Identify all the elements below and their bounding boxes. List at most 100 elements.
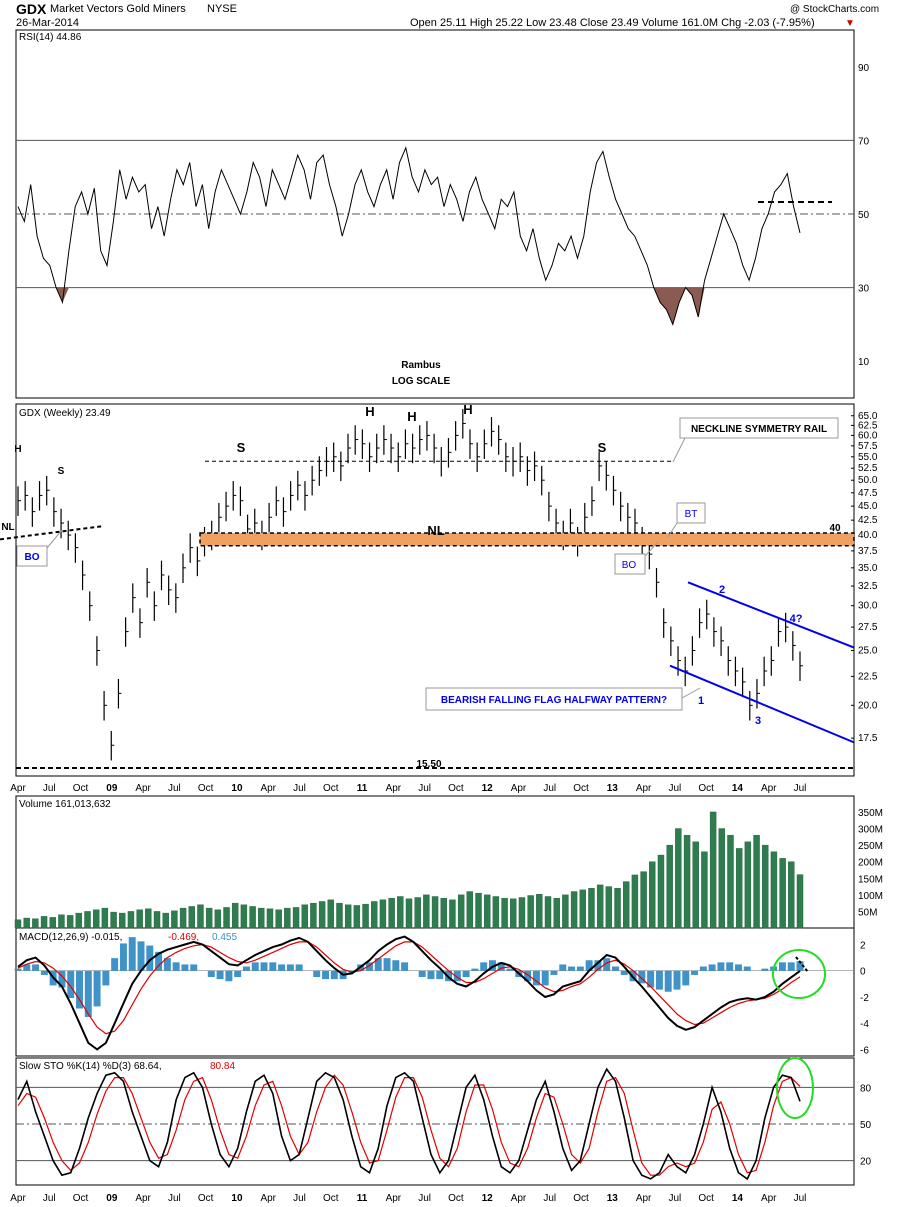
volume-bar xyxy=(657,854,665,929)
label-flag-pattern: BEARISH FALLING FLAG HALFWAY PATTERN? xyxy=(441,695,667,706)
macd-tick-label: 0 xyxy=(860,967,866,978)
macd-histogram-bar xyxy=(32,964,40,971)
volume-bar xyxy=(588,888,595,929)
volume-bar xyxy=(362,903,369,929)
volume-bar xyxy=(788,861,795,929)
volume-bar xyxy=(292,907,300,929)
volume-tick-label: 50M xyxy=(858,907,877,918)
flag-point-3: 3 xyxy=(755,715,761,727)
macd-histogram-bar xyxy=(137,941,145,971)
price-tick-label: 62.5 xyxy=(858,420,878,431)
flag-point-4: 4? xyxy=(790,613,803,625)
macd-histogram-bar xyxy=(480,962,488,971)
macd-histogram-bar xyxy=(726,962,734,971)
volume-bar xyxy=(284,907,291,929)
volume-bar xyxy=(501,897,508,929)
volume-tick-label: 250M xyxy=(858,841,883,852)
volume-bar xyxy=(371,901,378,929)
volume-bar xyxy=(84,911,91,929)
volume-bar xyxy=(466,891,474,929)
volume-bar xyxy=(718,828,726,929)
stochastic-x-tick-label: Jul xyxy=(794,1193,807,1204)
macd-histogram-bar xyxy=(365,962,373,971)
stochastic-x-tick-label: 10 xyxy=(231,1193,243,1204)
label-1550: 15.50 xyxy=(416,759,441,770)
chart-header: GDX Market Vectors Gold Miners NYSE 26-M… xyxy=(0,0,900,30)
macd-histogram-bar xyxy=(655,970,663,990)
macd-histogram-bar xyxy=(295,964,303,971)
price-tick-label: 32.5 xyxy=(858,581,878,592)
volume-bar xyxy=(214,909,222,929)
volume-bar xyxy=(40,916,48,929)
volume-bar xyxy=(58,914,65,929)
stochastic-legend-d: 80.84 xyxy=(210,1061,235,1072)
volume-bar xyxy=(640,871,647,929)
macd-histogram-bar xyxy=(559,964,567,971)
macd-histogram-bar xyxy=(453,970,461,982)
neckline-band xyxy=(199,532,855,547)
volume-bar xyxy=(310,902,317,929)
macd-histogram-bar xyxy=(506,968,514,971)
macd-histogram-bar xyxy=(23,964,31,971)
volume-bar xyxy=(153,911,161,929)
macd-histogram-bar xyxy=(286,964,294,971)
volume-bar xyxy=(770,851,778,929)
symmetry-rail-callout-box xyxy=(679,417,839,439)
price-x-tick-label: 09 xyxy=(106,783,118,794)
volume-bar xyxy=(223,907,230,929)
volume-bar xyxy=(171,910,178,929)
macd-histogram-bar xyxy=(181,964,189,971)
bo-callout-right-box xyxy=(614,553,646,575)
volume-bar xyxy=(596,884,604,929)
stochastic-tick-label: 80 xyxy=(860,1083,872,1094)
volume-bar xyxy=(110,911,117,929)
volume-bar xyxy=(457,894,465,929)
volume-bar xyxy=(232,902,239,929)
macd-histogram-bar xyxy=(383,958,391,971)
volume-tick-label: 100M xyxy=(858,891,883,902)
stochastic-tick-label: 20 xyxy=(860,1157,872,1168)
chart-date: 26-Mar-2014 xyxy=(16,17,79,29)
macd-legend-signal: -0.469, xyxy=(168,932,199,943)
macd-projection-dash xyxy=(795,956,809,973)
bt-callout-pointer xyxy=(667,522,678,538)
volume-bar xyxy=(431,896,439,929)
price-x-tick-label: Oct xyxy=(323,783,339,794)
volume-tick-label: 300M xyxy=(858,825,883,836)
bo-callout-right-pointer xyxy=(644,541,659,557)
macd-histogram-bar xyxy=(260,962,268,971)
label-nl-left: NL xyxy=(1,522,14,533)
macd-histogram-bar xyxy=(58,970,66,988)
stochastic-x-tick-label: 14 xyxy=(732,1193,744,1204)
macd-histogram-bar xyxy=(497,962,505,971)
volume-bar xyxy=(101,907,109,929)
volume-bar xyxy=(275,909,282,929)
stochastic-x-tick-label: Jul xyxy=(418,1193,431,1204)
macd-histogram-bar xyxy=(102,970,110,986)
macd-histogram-bar xyxy=(524,970,532,982)
price-legend: GDX (Weekly) 23.49 xyxy=(19,408,111,419)
stochastic-x-tick-label: Apr xyxy=(260,1193,276,1204)
volume-bar xyxy=(744,841,752,929)
rsi-tick-label: 50 xyxy=(858,210,870,221)
flag-point-2: 2 xyxy=(719,584,725,596)
price-x-tick-label: Jul xyxy=(543,783,556,794)
stochastic-x-tick-label: Oct xyxy=(573,1193,589,1204)
volume-bar xyxy=(649,861,656,929)
ticker-symbol: GDX xyxy=(16,1,47,17)
volume-bar xyxy=(197,904,204,929)
volume-bar xyxy=(336,902,343,929)
stochastic-x-tick-label: Jul xyxy=(543,1193,556,1204)
macd-histogram-bar xyxy=(322,970,330,980)
price-x-tick-label: Oct xyxy=(573,783,589,794)
volume-bar xyxy=(605,886,613,929)
quote-summary: Open 25.11 High 25.22 Low 23.48 Close 23… xyxy=(410,17,815,29)
stochastic-x-tick-label: 11 xyxy=(357,1193,368,1204)
price-x-tick-label: Apr xyxy=(10,783,26,794)
label-40: 40 xyxy=(829,523,841,534)
price-x-tick-label: Jul xyxy=(794,783,807,794)
volume-bar xyxy=(318,901,326,929)
volume-bar xyxy=(449,899,456,929)
macd-histogram-bar xyxy=(647,970,655,988)
